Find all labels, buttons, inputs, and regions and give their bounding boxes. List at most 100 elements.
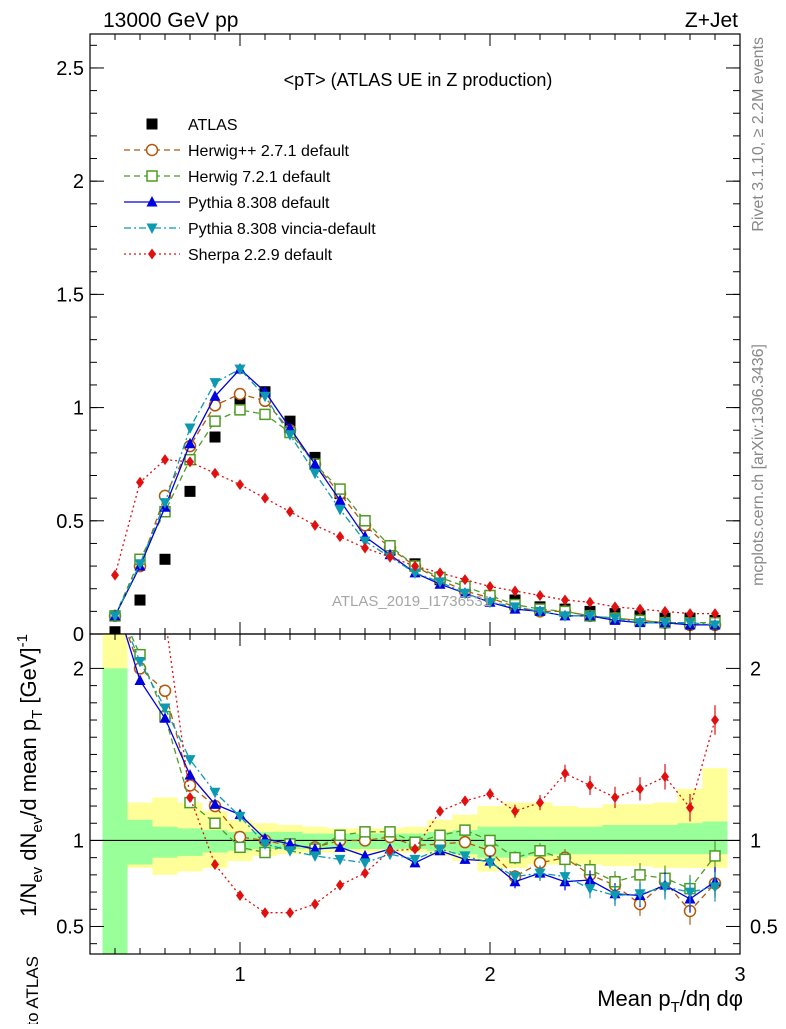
main-plot-area xyxy=(108,363,722,634)
point-atlas xyxy=(134,594,146,606)
point-pythia-8-308-vincia-default xyxy=(234,364,246,376)
point-sherpa-2-2-9-default xyxy=(161,454,169,466)
point-sherpa-2-2-9-default xyxy=(386,845,394,857)
band-inner-bin xyxy=(152,826,178,858)
point-herwig-7-2-1-default xyxy=(384,826,396,838)
point-herwig-2-7-1-default xyxy=(458,835,472,849)
point-sherpa-2-2-9-default xyxy=(111,569,119,581)
point-sherpa-2-2-9-default xyxy=(261,907,269,919)
series-line-sherpa-2-2-9-default xyxy=(114,459,715,615)
point-herwig-7-2-1-default xyxy=(209,415,221,427)
y-tick-label: 0.5 xyxy=(56,916,84,938)
point-pythia-8-308-vincia-default xyxy=(434,577,446,588)
point-herwig-7-2-1-default xyxy=(234,841,246,854)
y-tick-label: 0 xyxy=(73,624,84,646)
series-line-pythia-8-308-vincia-default xyxy=(114,368,716,626)
point-pythia-8-308-vincia-default xyxy=(684,618,696,629)
point-sherpa-2-2-9-default xyxy=(286,506,294,518)
band-inner-bin xyxy=(202,830,228,853)
point-sherpa-2-2-9-default xyxy=(361,867,369,879)
point-pythia-8-308-vincia-default xyxy=(634,618,646,629)
legend-marker xyxy=(145,143,159,157)
point-pythia-8-308-vincia-default xyxy=(559,872,571,883)
point-herwig-2-7-1-default xyxy=(483,844,497,858)
point-herwig-7-2-1-default xyxy=(709,850,721,862)
point-herwig-7-2-1-default xyxy=(509,851,521,864)
series-line-herwig-2-7-1-default xyxy=(114,393,715,626)
analysis-watermark: ATLAS_2019_I1736531 xyxy=(332,593,491,610)
point-sherpa-2-2-9-default xyxy=(311,898,319,910)
point-pythia-8-308-vincia-default xyxy=(359,858,371,869)
point-herwig-7-2-1-default xyxy=(209,817,221,829)
point-pythia-8-308-vincia-default xyxy=(434,844,446,856)
point-pythia-8-308-vincia-default xyxy=(109,611,121,622)
point-pythia-8-308-vincia-default xyxy=(534,868,546,880)
point-pythia-8-308-vincia-default xyxy=(209,787,221,799)
point-sherpa-2-2-9-default xyxy=(136,476,144,488)
point-sherpa-2-2-9-default xyxy=(511,805,519,817)
point-herwig-7-2-1-default xyxy=(459,824,471,836)
point-pythia-8-308-vincia-default xyxy=(684,887,696,899)
point-sherpa-2-2-9-default xyxy=(186,791,194,803)
legend-item: Herwig++ 2.7.1 default xyxy=(124,143,350,160)
legend-label: Pythia 8.308 vincia-default xyxy=(188,221,376,238)
point-sherpa-2-2-9-default xyxy=(636,603,644,615)
point-herwig-7-2-1-default xyxy=(359,515,371,527)
point-atlas xyxy=(284,415,296,427)
point-sherpa-2-2-9-default xyxy=(211,467,219,479)
point-sherpa-2-2-9-default xyxy=(211,859,219,871)
point-pythia-8-308-vincia-default xyxy=(509,872,521,883)
point-sherpa-2-2-9-default xyxy=(686,608,694,620)
legend-item: Herwig 7.2.1 default xyxy=(124,169,331,186)
legend-label: Herwig 7.2.1 default xyxy=(188,169,331,186)
point-herwig-2-7-1-default xyxy=(233,387,247,401)
point-pythia-8-308-default xyxy=(209,390,221,401)
point-pythia-8-308-vincia-default xyxy=(634,889,646,900)
point-pythia-8-308-vincia-default xyxy=(509,602,521,613)
point-herwig-7-2-1-default xyxy=(484,834,496,847)
point-herwig-7-2-1-default xyxy=(434,829,446,842)
point-sherpa-2-2-9-default xyxy=(561,594,569,606)
point-sherpa-2-2-9-default xyxy=(261,492,269,504)
rivet-label: Rivet 3.1.10, ≥ 2.2M events xyxy=(750,37,767,232)
y-tick-label: 2 xyxy=(73,171,84,193)
point-pythia-8-308-vincia-default xyxy=(409,854,421,866)
legend-label: ATLAS xyxy=(188,117,238,134)
point-sherpa-2-2-9-default xyxy=(311,519,319,531)
point-pythia-8-308-vincia-default xyxy=(334,504,346,516)
legend: ATLAS Herwig++ 2.7.1 default Herwig 7.2.1 … xyxy=(124,117,376,264)
point-pythia-8-308-vincia-default xyxy=(284,846,296,857)
point-sherpa-2-2-9-default xyxy=(336,879,344,891)
series-line-pythia-8-308-default xyxy=(114,368,715,626)
point-sherpa-2-2-9-default xyxy=(386,551,394,563)
header-left-label: 13000 GeV pp xyxy=(103,9,238,32)
x-tick-label: 1 xyxy=(234,964,245,986)
band-inner-bin xyxy=(652,824,678,855)
point-pythia-8-308-default xyxy=(309,843,321,854)
point-sherpa-2-2-9-default xyxy=(586,596,594,608)
legend-label: Sherpa 2.2.9 default xyxy=(188,247,333,264)
x-axis-label: Mean pT/dη dφ xyxy=(597,986,743,1016)
point-pythia-8-308-vincia-default xyxy=(184,755,196,766)
point-sherpa-2-2-9-default xyxy=(686,802,694,814)
point-pythia-8-308-vincia-default xyxy=(159,703,171,714)
point-sherpa-2-2-9-default xyxy=(536,797,544,809)
legend-item: ATLAS xyxy=(146,117,238,134)
legend-item: Pythia 8.308 vincia-default xyxy=(124,221,376,238)
y-tick-label: 2 xyxy=(73,658,84,680)
point-pythia-8-308-vincia-default xyxy=(134,657,146,668)
point-pythia-8-308-vincia-default xyxy=(484,858,496,869)
band-inner-bin xyxy=(602,824,628,855)
ratio-plot-area xyxy=(90,634,740,954)
point-sherpa-2-2-9-default xyxy=(711,714,719,726)
point-pythia-8-308-vincia-default xyxy=(659,882,671,893)
point-pythia-8-308-vincia-default xyxy=(284,430,296,441)
band-inner-bin xyxy=(127,819,153,865)
point-herwig-7-2-1-default xyxy=(234,404,246,416)
legend-marker xyxy=(146,196,158,207)
point-sherpa-2-2-9-default xyxy=(486,580,494,592)
point-pythia-8-308-vincia-default xyxy=(459,588,471,600)
point-pythia-8-308-vincia-default xyxy=(359,536,371,548)
point-pythia-8-308-vincia-default xyxy=(584,611,596,622)
point-pythia-8-308-default xyxy=(159,712,171,723)
